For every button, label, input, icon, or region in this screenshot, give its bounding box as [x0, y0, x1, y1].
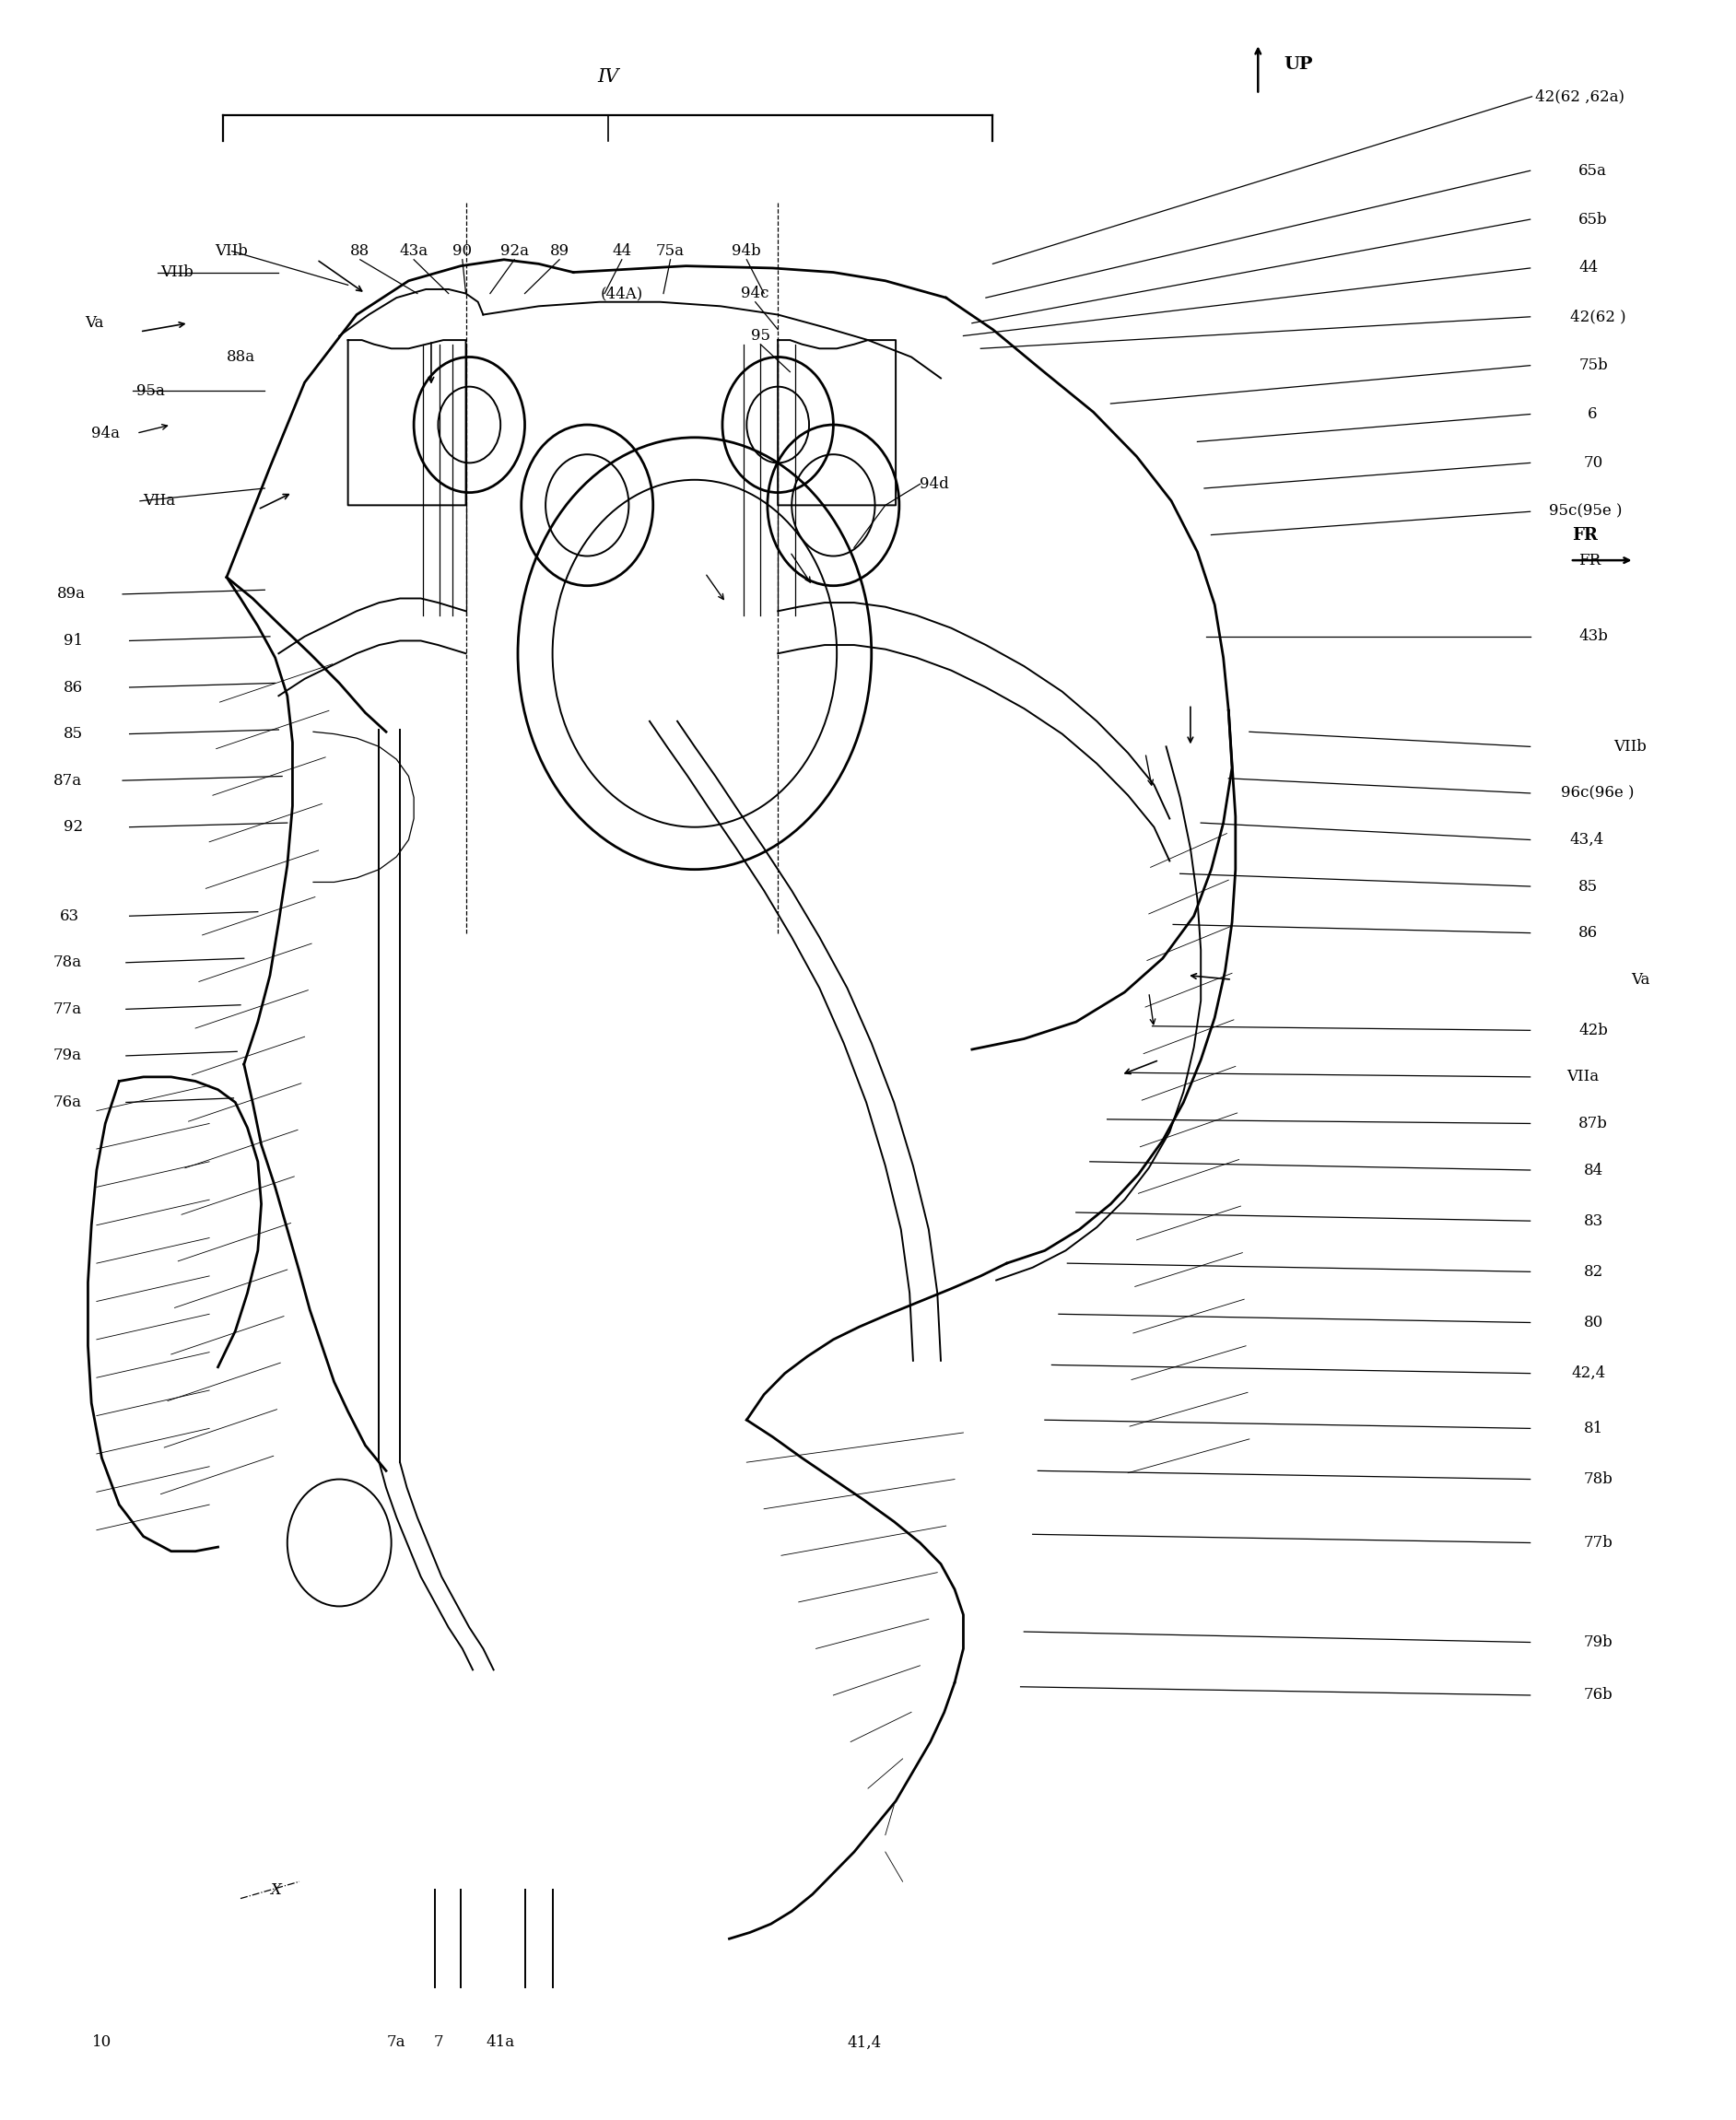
- Text: 6: 6: [1587, 407, 1597, 422]
- Text: 83: 83: [1583, 1213, 1604, 1230]
- Text: 87b: 87b: [1578, 1115, 1608, 1132]
- Text: VIIb: VIIb: [161, 265, 194, 280]
- Text: 94b: 94b: [733, 244, 762, 259]
- Text: 95a: 95a: [137, 384, 165, 399]
- Text: 75b: 75b: [1578, 358, 1608, 373]
- Text: 78b: 78b: [1583, 1471, 1613, 1486]
- Text: 42(62 ): 42(62 ): [1569, 310, 1627, 324]
- Text: 85: 85: [64, 725, 83, 742]
- Text: 84: 84: [1583, 1162, 1604, 1179]
- Text: 81: 81: [1583, 1420, 1604, 1435]
- Text: 85: 85: [1578, 878, 1599, 895]
- Text: 43b: 43b: [1578, 630, 1608, 644]
- Text: 44: 44: [1578, 261, 1599, 276]
- Text: FR: FR: [1571, 526, 1597, 543]
- Text: 89a: 89a: [57, 587, 85, 602]
- Text: VIIb: VIIb: [215, 244, 248, 259]
- Text: 42,4: 42,4: [1571, 1365, 1606, 1382]
- Text: 77a: 77a: [54, 1001, 82, 1018]
- Text: UP: UP: [1285, 57, 1312, 72]
- Text: 43a: 43a: [399, 244, 429, 259]
- Text: VIIa: VIIa: [144, 494, 175, 509]
- Text: FR: FR: [1578, 553, 1601, 568]
- Text: Va: Va: [1630, 971, 1649, 988]
- Text: 41,4: 41,4: [847, 2035, 882, 2050]
- Text: IV: IV: [597, 68, 618, 87]
- Text: 86: 86: [64, 681, 83, 695]
- Text: 95: 95: [752, 329, 771, 343]
- Text: 86: 86: [1578, 924, 1599, 941]
- Text: 42(62 ,62a): 42(62 ,62a): [1535, 89, 1625, 104]
- Text: 88a: 88a: [227, 350, 255, 365]
- Text: 77b: 77b: [1583, 1535, 1613, 1550]
- Text: 10: 10: [92, 2035, 111, 2050]
- Text: 65a: 65a: [1578, 163, 1608, 178]
- Text: 65b: 65b: [1578, 212, 1608, 227]
- Text: 88: 88: [351, 244, 370, 259]
- Text: 87a: 87a: [54, 772, 82, 789]
- Text: 91: 91: [64, 634, 83, 649]
- Text: Va: Va: [85, 316, 102, 331]
- Text: 70: 70: [1583, 456, 1604, 471]
- Text: 89: 89: [550, 244, 569, 259]
- Text: 94d: 94d: [920, 477, 950, 492]
- Text: VIIb: VIIb: [1613, 738, 1646, 755]
- Text: 94c: 94c: [741, 286, 769, 301]
- Text: 76a: 76a: [54, 1094, 82, 1111]
- Text: X: X: [269, 1883, 281, 1897]
- Text: 94a: 94a: [92, 426, 120, 441]
- Text: 79b: 79b: [1583, 1635, 1613, 1649]
- Text: 79a: 79a: [54, 1047, 82, 1064]
- Text: 43,4: 43,4: [1569, 831, 1604, 848]
- Text: (44A): (44A): [601, 286, 642, 301]
- Text: 41a: 41a: [486, 2035, 516, 2050]
- Text: 78a: 78a: [54, 954, 82, 971]
- Text: 82: 82: [1583, 1264, 1604, 1280]
- Text: 76b: 76b: [1583, 1688, 1613, 1702]
- Text: 7: 7: [434, 2035, 443, 2050]
- Text: 7a: 7a: [387, 2035, 406, 2050]
- Text: 92a: 92a: [500, 244, 529, 259]
- Text: 80: 80: [1583, 1314, 1604, 1331]
- Text: 92: 92: [64, 818, 83, 835]
- Text: 44: 44: [613, 244, 632, 259]
- Text: 90: 90: [453, 244, 472, 259]
- Text: 95c(95e ): 95c(95e ): [1549, 505, 1623, 519]
- Text: VIIa: VIIa: [1566, 1068, 1599, 1085]
- Text: 75a: 75a: [656, 244, 684, 259]
- Text: 63: 63: [61, 907, 80, 924]
- Text: 96c(96e ): 96c(96e ): [1561, 784, 1635, 801]
- Text: 42b: 42b: [1578, 1022, 1608, 1039]
